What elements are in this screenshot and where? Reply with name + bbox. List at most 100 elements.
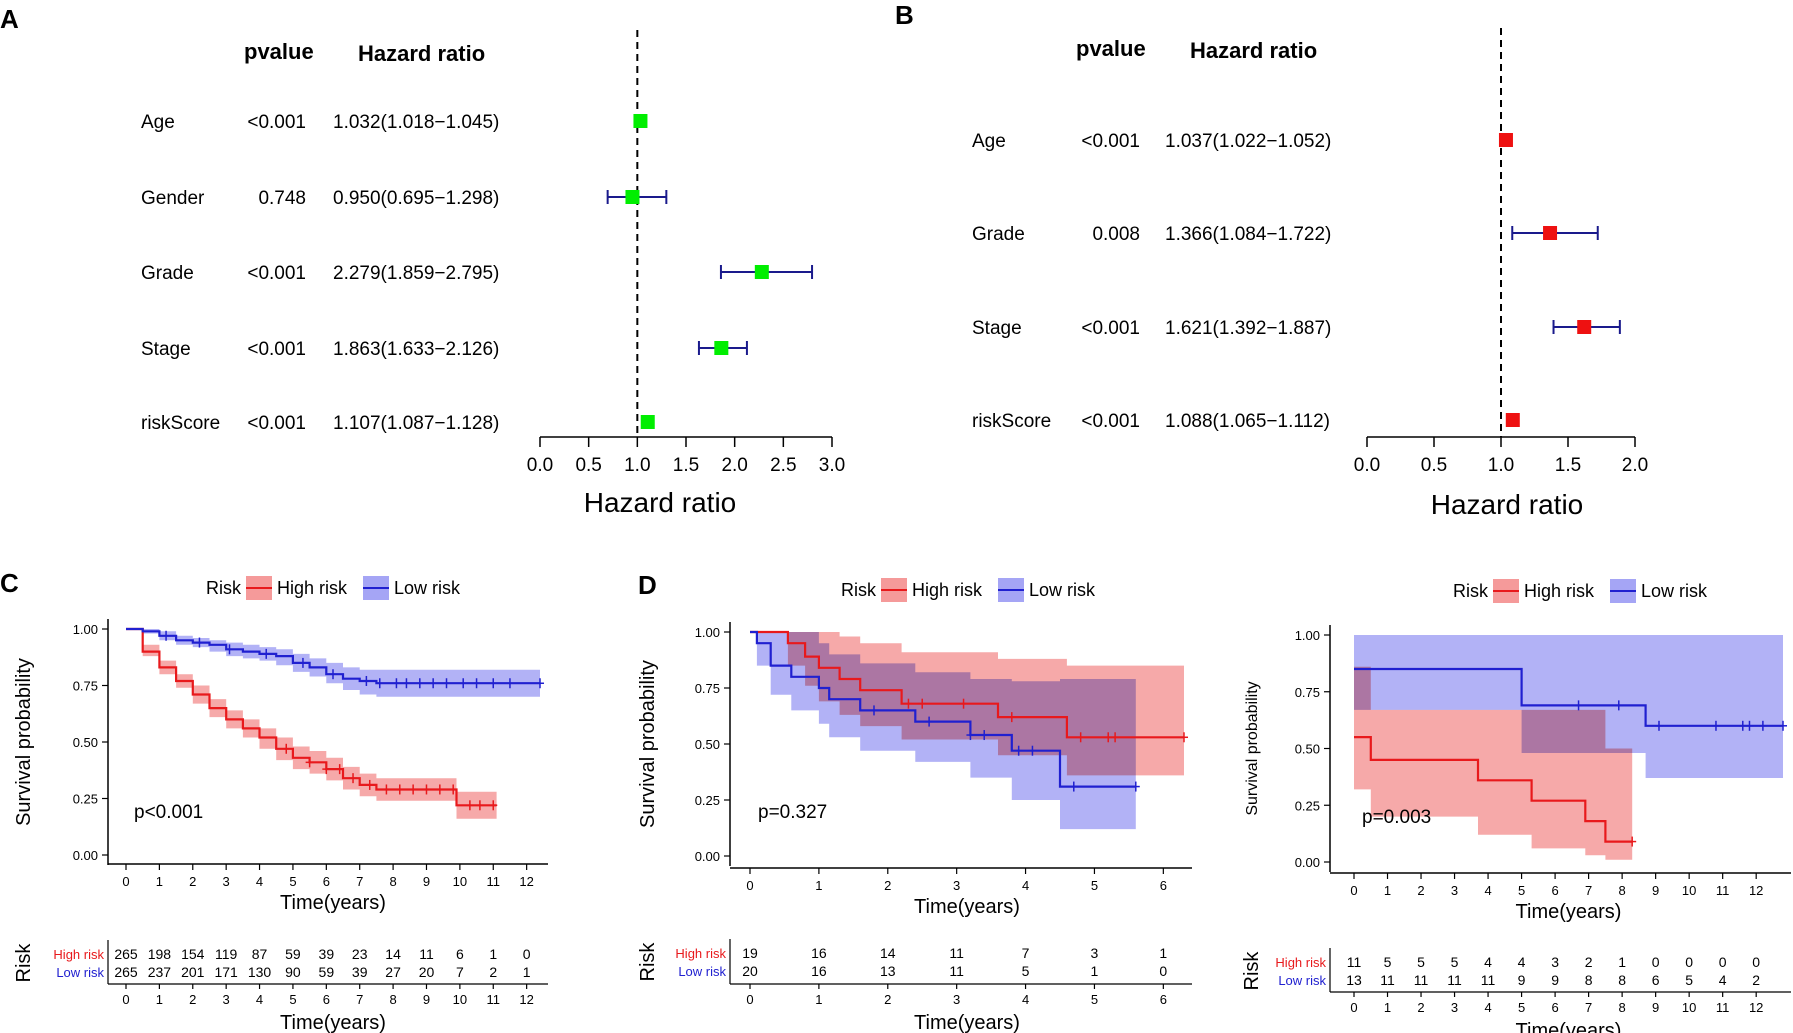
risk-table-title: Risk bbox=[13, 943, 35, 983]
risk-table-x-tick-label: 11 bbox=[1716, 1000, 1730, 1015]
risk-count-low: 16 bbox=[811, 963, 827, 979]
risk-count-low: 5 bbox=[1022, 963, 1030, 979]
forest-a-xlabel: Hazard ratio bbox=[584, 487, 737, 518]
risk-count-high: 59 bbox=[285, 946, 301, 962]
risk-count-low: 11 bbox=[1414, 972, 1429, 988]
risk-count-low: 11 bbox=[949, 963, 964, 979]
risk-count-low: 1 bbox=[1091, 963, 1099, 979]
risk-count-low: 201 bbox=[181, 964, 205, 980]
risk-count-high: 154 bbox=[181, 946, 205, 962]
risk-table-label-low: Low risk bbox=[56, 965, 104, 980]
y-tick-label: 0.50 bbox=[1295, 742, 1320, 757]
risk-count-low: 9 bbox=[1551, 972, 1559, 988]
x-tick-label: 10 bbox=[453, 874, 467, 889]
panel-label-c: C bbox=[0, 568, 19, 598]
legend-label-low: Low risk bbox=[1641, 581, 1708, 601]
risk-count-high: 2 bbox=[1585, 954, 1593, 970]
row-pvalue: <0.001 bbox=[1081, 318, 1140, 339]
risk-table-x-tick-label: 9 bbox=[1652, 1000, 1659, 1015]
risk-count-high: 16 bbox=[811, 945, 827, 961]
row-name: Stage bbox=[972, 318, 1022, 339]
risk-count-high: 119 bbox=[215, 946, 238, 962]
risk-table-label-low: Low risk bbox=[1278, 973, 1326, 988]
x-tick-label: 2.0 bbox=[721, 455, 747, 476]
risk-count-high: 3 bbox=[1091, 945, 1099, 961]
risk-count-high: 1 bbox=[1159, 945, 1167, 961]
row-name: Gender bbox=[141, 188, 205, 209]
risk-count-high: 0 bbox=[1685, 954, 1693, 970]
x-tick-label: 4 bbox=[256, 874, 263, 889]
risk-count-low: 6 bbox=[1652, 972, 1660, 988]
risk-count-high: 1 bbox=[489, 946, 497, 962]
km-plot-d2: Risk High risk Low risk 0.00 0.25 0.50 0.75 1.0… bbox=[1241, 579, 1791, 1033]
risk-count-low: 171 bbox=[214, 964, 238, 980]
y-tick-label: 0.75 bbox=[1295, 685, 1320, 700]
hr-point bbox=[1505, 413, 1520, 427]
y-tick-label: 0.50 bbox=[73, 735, 98, 750]
x-tick-label: 1.5 bbox=[1555, 455, 1581, 476]
legend-title: Risk bbox=[841, 580, 877, 600]
risk-count-high: 5 bbox=[1451, 954, 1459, 970]
x-tick-label: 0.0 bbox=[1354, 455, 1380, 476]
hr-point bbox=[1577, 320, 1592, 334]
x-tick-label: 3.0 bbox=[819, 455, 845, 476]
risk-count-low: 8 bbox=[1585, 972, 1593, 988]
risk-count-high: 0 bbox=[1719, 954, 1727, 970]
x-tick-label: 9 bbox=[423, 874, 430, 889]
risk-count-low: 2 bbox=[1752, 972, 1760, 988]
risk-count-high: 1 bbox=[1618, 954, 1626, 970]
forest-b-xlabel: Hazard ratio bbox=[1431, 489, 1584, 520]
y-tick-label: 1.00 bbox=[695, 625, 720, 640]
row-hazard-ratio: 1.088(1.065−1.112) bbox=[1165, 411, 1330, 432]
risk-table-x-tick-label: 3 bbox=[1451, 1000, 1458, 1015]
risk-count-low: 5 bbox=[1685, 972, 1693, 988]
risk-table-x-tick-label: 5 bbox=[1091, 992, 1098, 1007]
x-tick-label: 6 bbox=[1160, 878, 1167, 893]
row-hazard-ratio: 1.863(1.633−2.126) bbox=[333, 339, 499, 360]
x-tick-label: 0.5 bbox=[575, 455, 601, 476]
ci-band-high bbox=[126, 629, 497, 819]
risk-table-x-axis-label: Time(years) bbox=[280, 1012, 386, 1033]
x-axis-label: Time(years) bbox=[914, 896, 1020, 918]
x-tick-label: 8 bbox=[1619, 883, 1626, 898]
risk-table-title: Risk bbox=[637, 942, 659, 982]
hr-point bbox=[1498, 133, 1513, 147]
risk-count-low: 13 bbox=[880, 963, 896, 979]
risk-table-label-low: Low risk bbox=[678, 964, 726, 979]
x-tick-label: 2 bbox=[1417, 883, 1424, 898]
risk-count-low: 8 bbox=[1618, 972, 1626, 988]
panel-label-b: B bbox=[895, 0, 914, 30]
x-tick-label: 2.0 bbox=[1622, 455, 1648, 476]
hr-point bbox=[754, 265, 769, 279]
forest-a-pvalue-header: pvalue bbox=[244, 39, 314, 64]
p-value: p<0.001 bbox=[134, 802, 203, 823]
risk-table-x-tick-label: 8 bbox=[1619, 1000, 1626, 1015]
risk-count-low: 11 bbox=[1481, 972, 1496, 988]
risk-count-high: 5 bbox=[1384, 954, 1392, 970]
risk-table-x-tick-label: 4 bbox=[256, 992, 263, 1007]
risk-table-x-axis-label: Time(years) bbox=[914, 1012, 1020, 1033]
risk-count-high: 7 bbox=[1022, 945, 1030, 961]
risk-table-label-high: High risk bbox=[53, 947, 104, 962]
risk-count-high: 0 bbox=[1652, 954, 1660, 970]
risk-count-high: 0 bbox=[1752, 954, 1760, 970]
x-tick-label: 6 bbox=[323, 874, 330, 889]
row-pvalue: <0.001 bbox=[247, 112, 306, 133]
risk-table-x-tick-label: 3 bbox=[223, 992, 230, 1007]
p-value: p=0.327 bbox=[758, 802, 827, 823]
risk-table-x-tick-label: 6 bbox=[1160, 992, 1167, 1007]
risk-table-x-tick-label: 10 bbox=[1682, 1000, 1696, 1015]
risk-table-x-tick-label: 9 bbox=[423, 992, 430, 1007]
survival-curve-low bbox=[750, 630, 1136, 788]
forest-plot-a: pvalue Hazard ratio Hazard ratio 0.0 0.5 1… bbox=[141, 30, 845, 518]
x-tick-label: 12 bbox=[1749, 883, 1763, 898]
x-tick-label: 10 bbox=[1682, 883, 1696, 898]
risk-table-x-tick-label: 12 bbox=[1749, 1000, 1763, 1015]
survival-curve-high bbox=[126, 627, 497, 807]
forest-plot-b: pvalue Hazard ratio Hazard ratio 0.0 0.5 1… bbox=[972, 28, 1648, 520]
row-hazard-ratio: 2.279(1.859−2.795) bbox=[333, 263, 499, 284]
risk-count-low: 130 bbox=[248, 964, 272, 980]
y-tick-label: 0.00 bbox=[73, 848, 98, 863]
risk-count-low: 265 bbox=[114, 964, 138, 980]
